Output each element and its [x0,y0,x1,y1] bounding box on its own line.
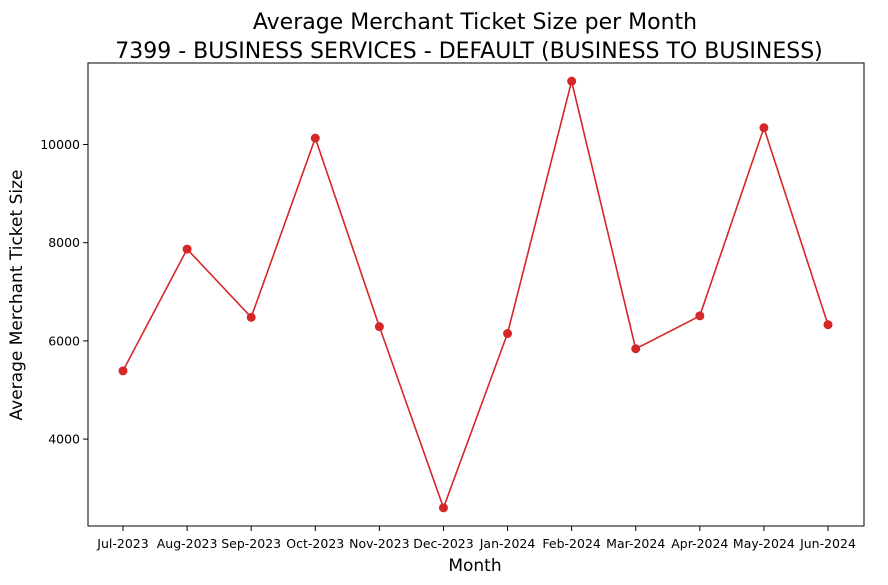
series-layer [118,76,833,513]
x-tick-label: Mar-2024 [606,536,665,551]
data-point [503,329,513,339]
y-axis-label: Average Merchant Ticket Size [7,170,27,421]
data-point [246,312,256,322]
chart-title: Average Merchant Ticket Size per Month [253,10,697,35]
data-point [438,503,448,513]
y-tick-label: 6000 [48,333,80,348]
data-point [310,133,320,143]
data-point [631,344,641,354]
y-tick-label: 8000 [48,235,80,250]
y-tick-label: 10000 [40,137,80,152]
plot-area-frame [87,62,865,527]
x-axis-label: Month [448,556,501,576]
x-tick-label: Feb-2024 [542,536,601,551]
y-axis: 4000 6000 8000 10000 [40,137,88,447]
x-tick-label: Jun-2024 [799,536,856,551]
chart-subtitle: 7399 - BUSINESS SERVICES - DEFAULT (BUSI… [115,39,823,64]
series-line [122,81,829,511]
x-tick-label: Apr-2024 [671,536,728,551]
x-tick-label: Dec-2023 [413,536,474,551]
x-tick-label: Oct-2023 [286,536,344,551]
y-tick-label: 4000 [48,432,80,447]
x-tick-label: Aug-2023 [157,536,218,551]
x-tick-label: Jul-2023 [96,536,148,551]
data-point [695,311,705,321]
data-point [759,123,769,133]
x-tick-label: Nov-2023 [349,536,409,551]
data-point [118,366,128,376]
data-point [374,322,384,332]
x-tick-label: Jan-2024 [479,536,536,551]
x-tick-label: Sep-2023 [221,536,281,551]
data-point [567,76,577,86]
x-axis: Jul-2023 Aug-2023 Sep-2023 Oct-2023 Nov-2023… [96,526,856,551]
data-point [823,320,833,330]
data-point [182,244,192,254]
x-tick-label: May-2024 [733,536,795,551]
